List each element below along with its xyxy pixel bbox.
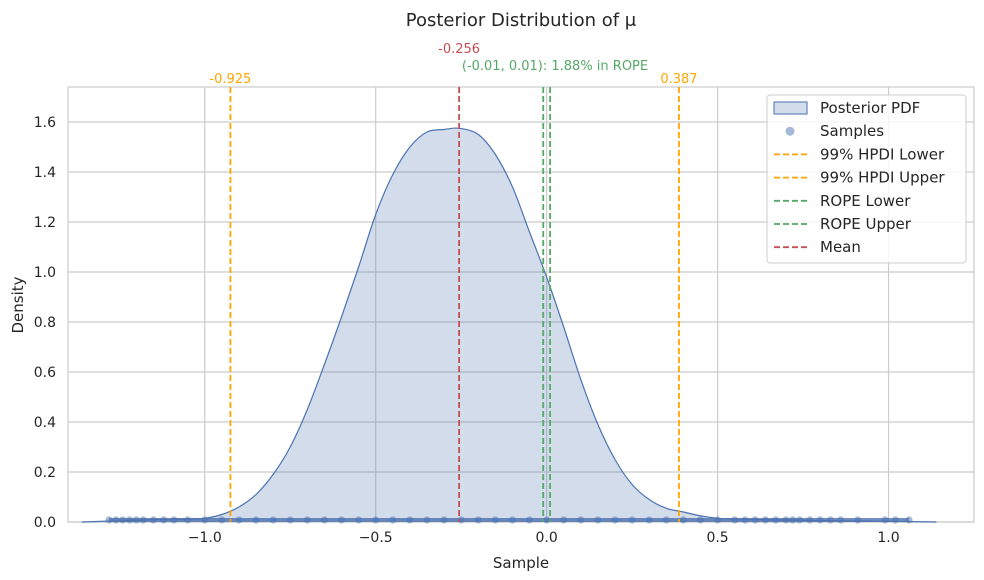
sample-point [423, 516, 431, 524]
sample-point [184, 516, 192, 524]
legend-label: Mean [820, 238, 861, 256]
y-tick-label: 0.0 [34, 515, 56, 531]
sample-point [474, 516, 482, 524]
sample-point [170, 516, 178, 524]
sample-point [269, 516, 277, 524]
sample-point [303, 516, 311, 524]
x-axis-ticks: −1.0 −0.5 0.0 0.5 1.0 [188, 530, 900, 546]
reference-lines: -0.925 0.387 -0.256 [209, 42, 698, 522]
sample-point [491, 516, 499, 524]
y-axis-label: Density [9, 276, 27, 333]
sample-point [782, 516, 790, 524]
legend-swatch-samples [785, 126, 795, 136]
vline-annotation: -0.256 [438, 42, 480, 57]
sample-point [406, 516, 414, 524]
sample-point [696, 516, 705, 524]
sample-point [679, 516, 687, 524]
sample-point [611, 516, 619, 524]
sample-point [628, 516, 636, 524]
y-axis-ticks: 0.0 0.2 0.4 0.6 0.8 1.0 1.2 1.4 1.6 [34, 115, 56, 531]
sample-point [594, 516, 602, 524]
sample-point [837, 516, 845, 524]
chart-title: Posterior Distribution of μ [406, 10, 637, 31]
sample-point [826, 516, 835, 524]
sample-point [440, 516, 448, 524]
y-tick-label: 1.0 [34, 265, 56, 281]
sample-point [713, 516, 722, 524]
sample-point [891, 516, 899, 524]
y-tick-label: 0.4 [34, 415, 56, 431]
x-tick-label: −1.0 [188, 530, 222, 546]
sample-point [125, 516, 134, 524]
sample-point [816, 516, 824, 524]
pdf-line [81, 127, 937, 523]
sample-point [320, 516, 329, 524]
sample-point [731, 516, 739, 524]
sample-point [112, 516, 120, 524]
sample-point [645, 516, 653, 524]
sample-point [854, 516, 862, 524]
sample-point [286, 516, 294, 524]
legend-label: Posterior PDF [820, 99, 920, 117]
y-tick-label: 0.6 [34, 365, 56, 381]
sample-point [218, 516, 226, 524]
sample-point [525, 516, 534, 524]
sample-point [355, 516, 363, 524]
pdf-layer [81, 127, 937, 523]
sample-point [132, 516, 140, 524]
sample-point [337, 516, 346, 524]
sample-point [389, 516, 397, 524]
rope-annotation: (-0.01, 0.01): 1.88% in ROPE [462, 59, 648, 74]
y-tick-label: 1.2 [34, 215, 56, 231]
sample-point [105, 516, 113, 524]
sample-point [543, 516, 551, 524]
sample-point [560, 516, 568, 524]
sample-point [139, 516, 147, 524]
x-axis-label: Sample [493, 554, 549, 572]
sample-point [789, 516, 797, 524]
y-tick-label: 1.4 [34, 165, 56, 181]
sample-point [119, 516, 127, 524]
legend-swatch-pdf [773, 101, 808, 115]
sample-point [772, 516, 780, 524]
sample-point [508, 516, 517, 524]
sample-point [662, 516, 670, 524]
x-tick-label: 0.0 [536, 530, 558, 546]
legend: Posterior PDF Samples 99% HPDI Lower 99% HP… [766, 94, 967, 264]
vline-annotation: -0.925 [209, 72, 251, 87]
sample-point [372, 516, 380, 524]
pdf-area [81, 128, 937, 522]
sample-point [796, 516, 804, 524]
sample-point [761, 516, 770, 524]
x-tick-label: −0.5 [359, 530, 393, 546]
legend-box [766, 94, 967, 264]
y-tick-label: 0.8 [34, 315, 56, 331]
y-tick-label: 0.2 [34, 465, 56, 481]
legend-label: ROPE Upper [820, 215, 912, 233]
sample-point [751, 516, 759, 524]
legend-label: 99% HPDI Upper [820, 169, 945, 187]
sample-point [149, 516, 158, 524]
sample-point [160, 516, 168, 524]
sample-point [806, 516, 814, 524]
legend-label: Samples [820, 122, 884, 140]
sample-point [201, 516, 209, 524]
sample-point [235, 516, 243, 524]
x-tick-label: 0.5 [706, 530, 728, 546]
x-tick-label: 1.0 [877, 530, 899, 546]
y-tick-label: 1.6 [34, 115, 56, 131]
sample-point [252, 516, 260, 524]
sample-point [881, 516, 889, 524]
samples-layer [105, 516, 913, 524]
sample-point [577, 516, 585, 524]
legend-label: 99% HPDI Lower [820, 145, 945, 163]
vline-annotation: 0.387 [660, 72, 697, 87]
sample-point [741, 516, 749, 524]
legend-label: ROPE Lower [820, 192, 911, 210]
sample-point [905, 516, 913, 524]
